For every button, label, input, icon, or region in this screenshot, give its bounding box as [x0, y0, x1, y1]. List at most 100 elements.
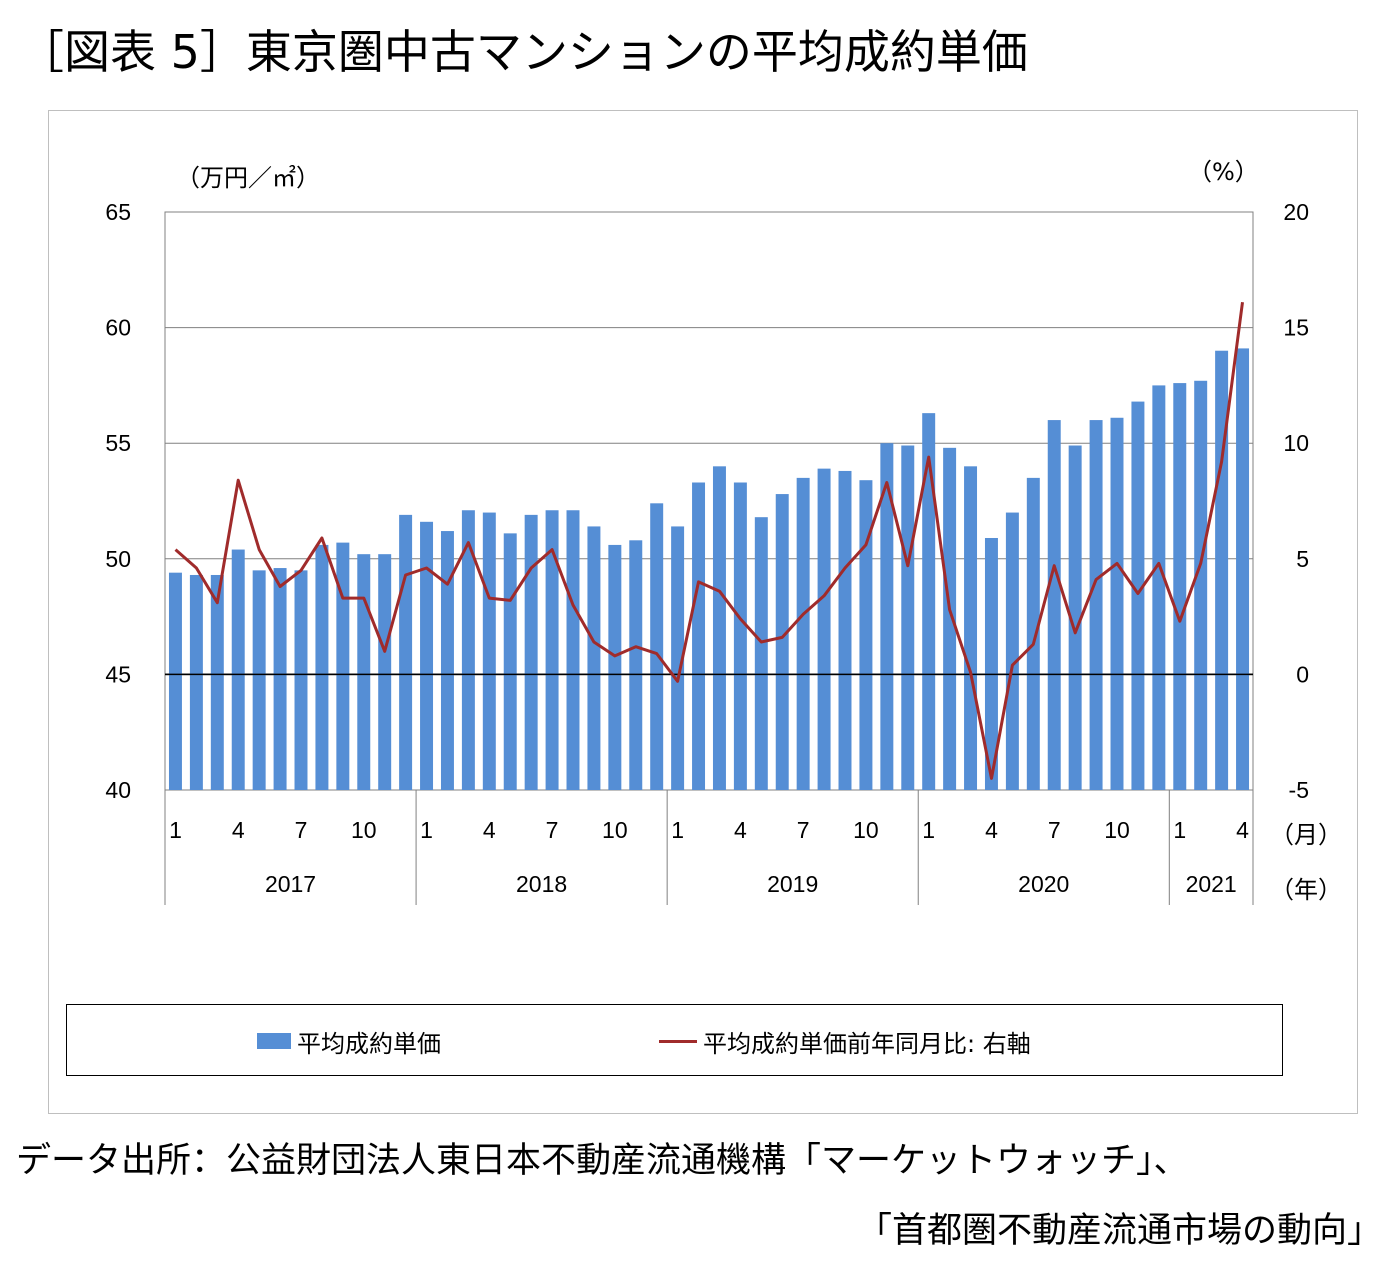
- bar: [503, 533, 517, 790]
- bar: [733, 482, 747, 790]
- bar: [754, 517, 768, 790]
- y-right-tick-label: 15: [1283, 315, 1309, 341]
- bar: [189, 574, 203, 790]
- legend-line-swatch: [659, 1039, 697, 1043]
- x-month-tick-label: 10: [853, 817, 879, 843]
- bar: [336, 542, 350, 790]
- x-month-tick-label: 1: [671, 817, 684, 843]
- bar: [231, 549, 245, 790]
- bar: [482, 512, 496, 790]
- x-month-tick-label: 4: [734, 817, 747, 843]
- bar: [461, 510, 475, 790]
- x-month-tick-label: 1: [922, 817, 935, 843]
- bar: [1089, 420, 1103, 790]
- bar: [1173, 383, 1187, 790]
- y-left-tick-label: 55: [105, 430, 131, 456]
- y-right-tick-label: 20: [1283, 199, 1309, 225]
- chart-frame: [48, 110, 1358, 1114]
- bar: [775, 494, 789, 790]
- x-month-tick-label: 1: [169, 817, 182, 843]
- legend-label-bar: 平均成約単価: [297, 1029, 441, 1058]
- x-month-tick-label: 1: [420, 817, 433, 843]
- x-year-label: 2019: [767, 871, 818, 897]
- bar: [252, 570, 266, 790]
- y-left-tick-label: 40: [105, 777, 131, 803]
- y-left-tick-label: 45: [105, 661, 131, 687]
- bar: [1047, 420, 1061, 790]
- bar: [420, 521, 434, 790]
- y-right-tick-label: -5: [1289, 777, 1309, 803]
- bar: [692, 482, 706, 790]
- x-month-tick-label: 7: [1048, 817, 1061, 843]
- bar: [943, 447, 957, 790]
- y-right-tick-label: 10: [1283, 430, 1309, 456]
- left-axis-unit: （万円／㎡）: [176, 164, 320, 192]
- source-note-line2: 「首都圏不動産流通市場の動向」: [856, 1211, 1382, 1251]
- bar: [859, 480, 873, 790]
- bar: [1068, 445, 1082, 790]
- x-year-label: 2017: [265, 871, 316, 897]
- bar: [168, 572, 182, 790]
- x-month-tick-label: 7: [295, 817, 308, 843]
- x-month-tick-label: 10: [602, 817, 628, 843]
- bar: [378, 554, 392, 790]
- x-month-tick-label: 7: [546, 817, 559, 843]
- x-month-tick-label: 4: [985, 817, 998, 843]
- x-month-tick-label: 10: [1104, 817, 1130, 843]
- legend-item-bar: 平均成約単価: [257, 1025, 441, 1058]
- y-left-tick-label: 50: [105, 546, 131, 572]
- source-note-line1: データ出所：公益財団法人東日本不動産流通機構「マーケットウォッチ」、: [16, 1141, 1189, 1181]
- legend-bar-swatch: [257, 1033, 291, 1049]
- bar: [1152, 385, 1166, 790]
- figure-title: ［図表 5］東京圏中古マンションの平均成約単価: [18, 25, 1028, 79]
- bar: [964, 466, 978, 790]
- bar: [1026, 477, 1040, 790]
- bar: [1215, 350, 1229, 790]
- bar: [315, 544, 329, 790]
- bar: [880, 443, 894, 790]
- x-month-tick-label: 4: [483, 817, 496, 843]
- bar: [796, 477, 810, 790]
- x-year-label: 2018: [516, 871, 567, 897]
- legend-item-line: 平均成約単価前年同月比: 右軸: [659, 1025, 1031, 1058]
- right-axis-unit: （%）: [1188, 158, 1259, 186]
- y-right-tick-label: 5: [1296, 546, 1309, 572]
- x-month-tick-label: 4: [232, 817, 245, 843]
- x-month-tick-label: 1: [1173, 817, 1186, 843]
- bar: [545, 510, 559, 790]
- bar: [399, 514, 413, 790]
- bar: [1005, 512, 1019, 790]
- bar: [922, 413, 936, 790]
- x-month-tick-label: 4: [1236, 817, 1249, 843]
- x-month-tick-label: 10: [351, 817, 377, 843]
- bar: [440, 531, 454, 790]
- y-right-tick-label: 0: [1296, 661, 1309, 687]
- bar: [587, 526, 601, 790]
- bar: [294, 570, 308, 790]
- bar: [650, 503, 664, 790]
- bar: [629, 540, 643, 790]
- x-year-label: 2021: [1186, 871, 1237, 897]
- bar: [817, 468, 831, 790]
- bar: [984, 537, 998, 790]
- y-left-tick-label: 65: [105, 199, 131, 225]
- month-axis-unit: （月）: [1270, 821, 1342, 849]
- legend-label-line: 平均成約単価前年同月比: 右軸: [703, 1029, 1031, 1058]
- line-series: [174, 302, 1244, 780]
- chart-legend: 平均成約単価 平均成約単価前年同月比: 右軸: [66, 1004, 1283, 1076]
- x-month-tick-label: 7: [797, 817, 810, 843]
- bar: [273, 568, 287, 790]
- bar: [712, 466, 726, 790]
- bar: [210, 574, 224, 790]
- bar: [1110, 417, 1124, 790]
- x-year-label: 2020: [1018, 871, 1069, 897]
- bar: [1236, 348, 1250, 790]
- bar: [357, 554, 371, 790]
- year-axis-unit: （年）: [1270, 876, 1342, 904]
- bar: [524, 514, 538, 790]
- bar: [1131, 401, 1145, 790]
- bar: [608, 544, 622, 790]
- bar: [671, 526, 685, 790]
- bar: [1194, 380, 1208, 790]
